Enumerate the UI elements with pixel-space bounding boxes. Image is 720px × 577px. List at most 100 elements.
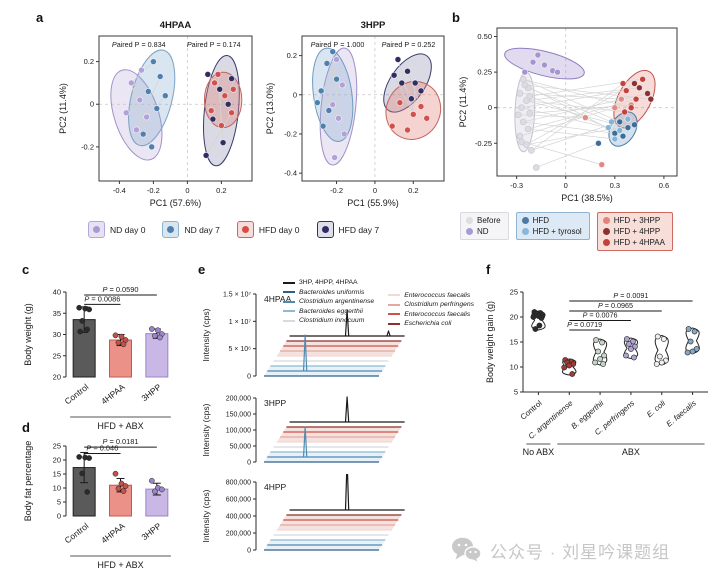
y-tick-label: 0.25 [477, 68, 492, 77]
legend-label: HFD + 3HPP [613, 216, 661, 225]
p-value-label: Paired P = 0.174 [187, 40, 241, 49]
y-tick-label: 0 [90, 100, 94, 109]
legend-group-baseline: Before ND [460, 212, 509, 240]
chromatogram-4hpaa: 1.5 × 10⁷ 1 × 10⁷ 5 × 10⁶ 0 Intensity (cps) 4… [201, 292, 405, 381]
data-point [627, 104, 635, 112]
data-point [636, 84, 643, 92]
pair-connector-line [401, 82, 422, 107]
data-point [536, 322, 543, 329]
data-point [314, 99, 321, 106]
data-point [150, 58, 157, 65]
bar-3hpp [145, 333, 169, 378]
legend-item-hfd-tyrosol: HFD + tyrosol [521, 227, 582, 236]
y-axis-label: Body weight gain (g) [485, 301, 495, 383]
y-tick-label: 0 [57, 512, 61, 521]
data-point [79, 318, 86, 324]
data-point [618, 95, 625, 103]
x-tick-label: 0.2 [216, 186, 226, 195]
legend-item-nd-day0: ND day 0 [88, 221, 145, 238]
data-point [597, 356, 603, 362]
y-tick-label: 0 [247, 460, 251, 467]
category-label: 4HPAA [99, 520, 127, 545]
data-point [644, 90, 651, 97]
data-point [84, 489, 91, 495]
data-points-hfd-4hpaa [619, 75, 646, 116]
data-point [219, 139, 227, 146]
data-point [118, 333, 125, 340]
data-point [153, 105, 161, 112]
legend-swatch [88, 221, 105, 238]
data-point [599, 339, 605, 346]
pair-connector-line [519, 107, 615, 137]
y-tick-label: 800,000 [226, 480, 251, 487]
legend-line [283, 319, 295, 322]
y-tick-label: 0 [247, 548, 251, 555]
data-points-nd [521, 51, 561, 76]
plot-frame [301, 35, 445, 182]
y-tick-label: 1 × 10⁷ [229, 319, 252, 326]
x-axis-label: PC1 (57.6%) [150, 198, 202, 208]
watermark: 公众号 · 刘星吟课题组 [450, 536, 670, 564]
pair-connector-line [521, 107, 620, 131]
data-point [639, 75, 646, 83]
legend-label: Escherichia coli [404, 320, 452, 328]
category-label: 3HPP [139, 521, 163, 543]
legend-label: Enterococcus faecalis [404, 291, 471, 299]
x-tick-label: 0 [185, 186, 189, 195]
legend-item-hfd-3hpp: HFD + 3HPP [602, 216, 665, 225]
x-tick-label: 0.2 [408, 186, 418, 195]
data-point [404, 67, 411, 75]
legend-label: Enterococcus faecalis [404, 310, 471, 318]
data-point [76, 454, 83, 460]
legend-dot [521, 228, 529, 235]
p-value-label: P = 0.0091 [613, 291, 648, 300]
data-point [76, 304, 83, 311]
data-point [624, 124, 632, 131]
data-point [631, 354, 637, 361]
panel-label-a: a [36, 10, 44, 25]
panel-b-legend: Before ND HFD HFD + tyrosol HFD + 3HPP H… [460, 212, 673, 251]
category-label: 4HPAA [99, 381, 127, 406]
legend-line [283, 310, 295, 313]
data-point [622, 87, 630, 94]
y-tick-label: -0.2 [284, 129, 297, 138]
bar-chart-body-weight: 20 25 30 35 40 Body weight (g) Control 4HPAA 3HP… [23, 285, 171, 431]
x-tick-label: -0.3 [510, 181, 523, 190]
data-point [319, 122, 327, 130]
data-point [86, 306, 93, 313]
data-point [592, 359, 598, 366]
data-point [138, 66, 145, 74]
pair-connector-line [130, 82, 153, 147]
data-points-nd-day-0 [122, 66, 150, 134]
panel-label-c: c [22, 262, 30, 277]
pair-connector-line [205, 112, 232, 156]
chromatogram-peak [344, 396, 350, 423]
legend-item-e-faecalis-light: Enterococcus faecalis [388, 292, 474, 299]
data-point [143, 113, 150, 121]
pair-connector-line [526, 87, 640, 101]
y-tick-label: 20 [53, 456, 61, 465]
data-point [207, 107, 215, 114]
data-point [528, 147, 535, 154]
data-point [122, 109, 130, 117]
data-point [538, 315, 545, 321]
p-value-label: P = 0.0965 [598, 301, 633, 310]
data-points-before [514, 75, 540, 171]
legend-label: Before [477, 216, 501, 225]
data-point [623, 352, 629, 359]
plot-frame [98, 35, 253, 182]
data-point [687, 338, 694, 345]
legend-column-right: Enterococcus faecalis Clostridium perfri… [388, 292, 475, 328]
p-value-label: P = 0.0086 [84, 294, 120, 303]
legend-item-c-innocuum: Clostridium innocuum [283, 317, 374, 324]
data-point [518, 138, 525, 146]
pca-plot [497, 28, 677, 176]
panel-label-f: f [486, 262, 491, 277]
data-point [519, 75, 527, 83]
legend-dot [602, 239, 610, 246]
data-point [561, 364, 568, 371]
data-point [151, 488, 158, 495]
chromatogram-peak [344, 474, 350, 511]
legend-label: Clostridium perfringens [404, 301, 475, 309]
x-tick-label: 0.6 [659, 181, 669, 190]
